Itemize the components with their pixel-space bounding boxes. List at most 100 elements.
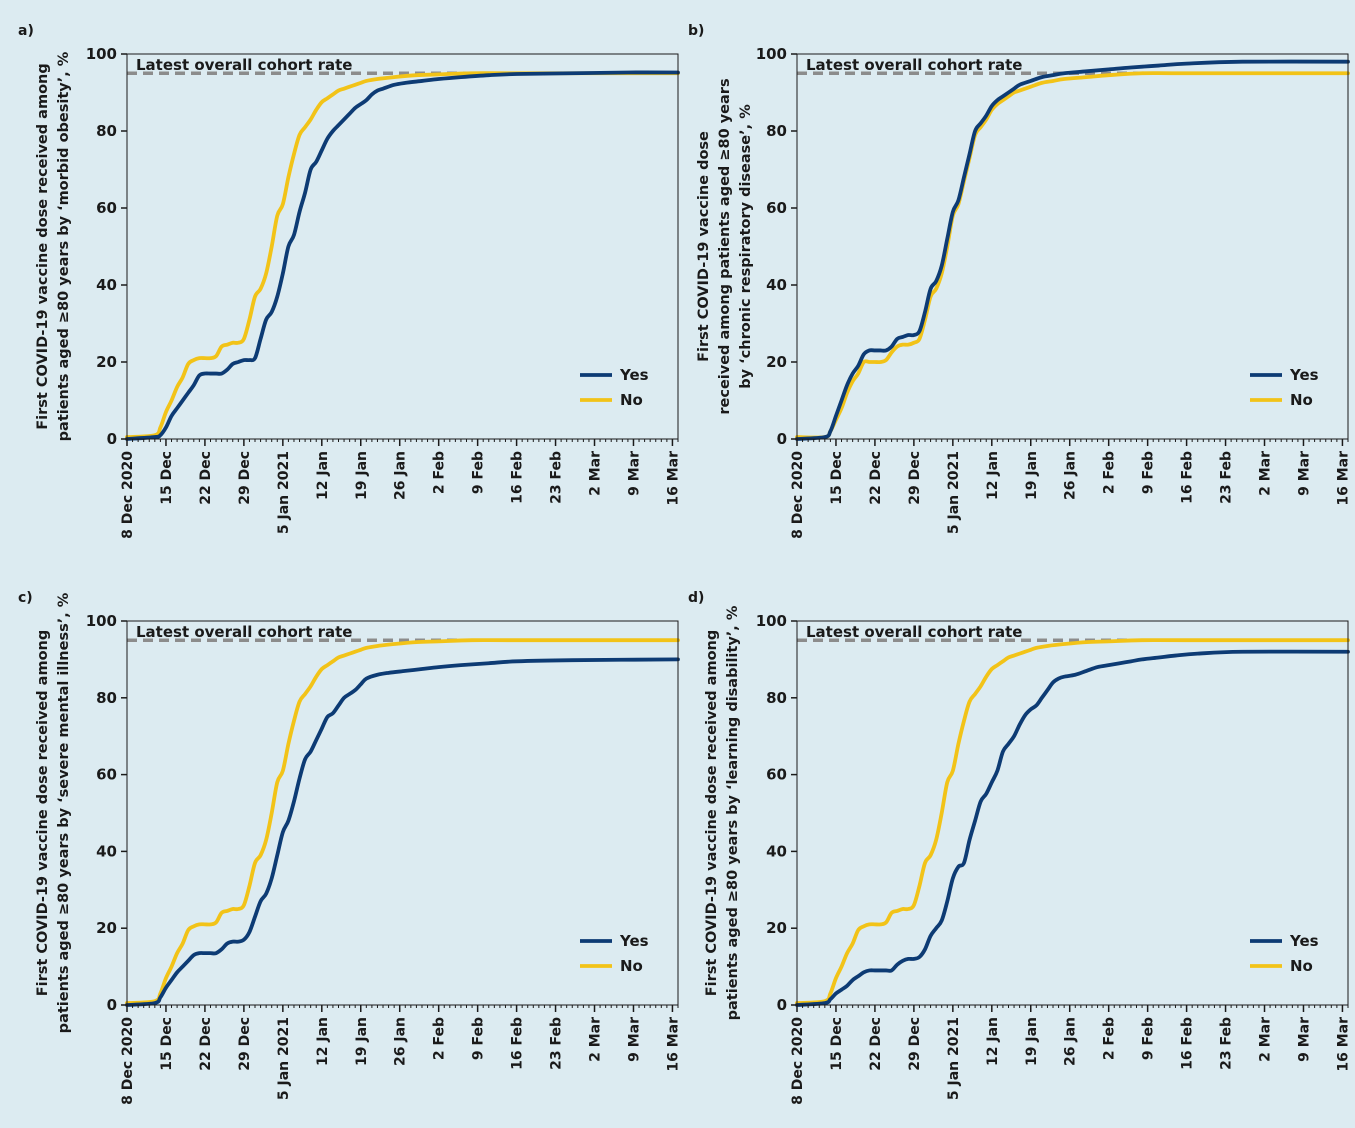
x-tick-label: 16 Mar: [665, 1017, 681, 1072]
x-tick-label: 5 Jan 2021: [946, 451, 962, 534]
y-tick-label: 0: [107, 996, 117, 1014]
x-tick-label: 23 Feb: [549, 451, 565, 504]
series-line-yes: [795, 59, 1350, 441]
y-tick-label: 20: [766, 919, 787, 937]
y-tick-label: 60: [96, 199, 117, 217]
x-tick-label: 22 Dec: [868, 1017, 884, 1071]
x-tick-label: 2 Mar: [1258, 1017, 1274, 1062]
y-tick-label: 100: [756, 612, 787, 630]
y-tick-label: 80: [766, 122, 787, 140]
y-tick-label: 20: [96, 919, 117, 937]
x-tick-label: 29 Dec: [237, 1017, 253, 1071]
reference-label: Latest overall cohort rate: [136, 56, 352, 74]
x-tick-label: 26 Jan: [393, 1017, 409, 1066]
series-line-no: [795, 638, 1350, 1005]
legend-label-no: No: [1290, 957, 1313, 975]
x-tick-label: 2 Mar: [588, 1017, 604, 1062]
x-tick-label: 12 Jan: [315, 451, 331, 500]
series-line-no: [125, 71, 680, 439]
x-tick-label: 9 Feb: [471, 1017, 487, 1060]
y-tick-label: 0: [777, 430, 787, 448]
y-axis-label: patients aged ≥80 years by ‘morbid obesi…: [56, 51, 72, 441]
x-tick-label: 9 Mar: [1296, 451, 1312, 496]
x-tick-label: 26 Jan: [1063, 451, 1079, 500]
panel-letter: c): [18, 590, 33, 606]
x-tick-label: 5 Jan 2021: [276, 451, 292, 534]
y-tick-label: 80: [766, 689, 787, 707]
x-tick-label: 16 Mar: [1335, 1017, 1351, 1072]
y-axis-label: patients aged ≥80 years by ‘severe menta…: [56, 592, 72, 1033]
y-tick-label: 40: [96, 842, 117, 860]
panel-letter: a): [18, 23, 34, 39]
y-axis-label: by ‘chronic respiratory disease’, %: [738, 104, 754, 389]
y-tick-label: 40: [96, 276, 117, 294]
x-tick-label: 22 Dec: [868, 451, 884, 505]
y-axis-label: First COVID-19 vaccine dose received amo…: [35, 630, 51, 997]
x-tick-label: 23 Feb: [1219, 451, 1235, 504]
y-tick-label: 100: [756, 45, 787, 63]
legend-label-yes: Yes: [619, 366, 649, 384]
y-tick-label: 0: [777, 996, 787, 1014]
plot-frame: [126, 53, 679, 440]
reference-label: Latest overall cohort rate: [806, 623, 1022, 641]
y-tick-label: 100: [86, 612, 117, 630]
x-tick-label: 8 Dec 2020: [120, 1017, 136, 1105]
y-axis-label: received among patients aged ≥80 years: [717, 78, 733, 414]
x-tick-label: 12 Jan: [985, 1017, 1001, 1066]
y-tick-label: 80: [96, 122, 117, 140]
y-axis-label: First COVID-19 vaccine dose received amo…: [35, 63, 51, 430]
x-tick-label: 26 Jan: [1063, 1017, 1079, 1066]
x-tick-label: 9 Mar: [1296, 1017, 1312, 1062]
x-tick-label: 12 Jan: [985, 451, 1001, 500]
y-axis-label: patients aged ≥80 years by ‘learning dis…: [725, 605, 741, 1020]
x-tick-label: 5 Jan 2021: [276, 1017, 292, 1100]
x-tick-label: 9 Mar: [626, 451, 642, 496]
x-tick-label: 19 Jan: [354, 1017, 370, 1066]
panel-letter: b): [688, 23, 704, 39]
x-tick-label: 9 Feb: [471, 451, 487, 494]
x-tick-label: 19 Jan: [1024, 451, 1040, 500]
legend-label-yes: Yes: [1289, 366, 1319, 384]
series-line-yes: [125, 70, 680, 441]
x-tick-label: 2 Mar: [1258, 451, 1274, 496]
x-tick-label: 8 Dec 2020: [790, 1017, 806, 1105]
y-tick-label: 80: [96, 689, 117, 707]
x-tick-label: 2 Feb: [432, 1017, 448, 1060]
reference-label: Latest overall cohort rate: [136, 623, 352, 641]
plot-frame: [126, 620, 679, 1006]
y-axis-label: First COVID-19 vaccine dose: [696, 131, 712, 362]
legend-label-yes: Yes: [1289, 932, 1319, 950]
x-tick-label: 15 Dec: [159, 451, 175, 505]
legend-label-no: No: [620, 957, 643, 975]
series-line-no: [125, 638, 680, 1005]
plot-frame: [796, 53, 1349, 440]
x-tick-label: 16 Feb: [1180, 1017, 1196, 1070]
y-tick-label: 60: [766, 199, 787, 217]
y-tick-label: 40: [766, 842, 787, 860]
x-tick-label: 2 Feb: [432, 451, 448, 494]
y-tick-label: 20: [766, 353, 787, 371]
y-tick-label: 60: [766, 766, 787, 784]
x-tick-label: 8 Dec 2020: [790, 451, 806, 539]
x-tick-label: 9 Feb: [1141, 451, 1157, 494]
x-tick-label: 29 Dec: [237, 451, 253, 505]
x-tick-label: 26 Jan: [393, 451, 409, 500]
x-tick-label: 19 Jan: [354, 451, 370, 500]
y-axis-label: First COVID-19 vaccine dose received amo…: [704, 630, 720, 997]
x-tick-label: 23 Feb: [549, 1017, 565, 1070]
x-tick-label: 15 Dec: [829, 451, 845, 505]
x-tick-label: 23 Feb: [1219, 1017, 1235, 1070]
x-tick-label: 16 Mar: [665, 451, 681, 506]
x-tick-label: 2 Feb: [1102, 1017, 1118, 1060]
x-tick-label: 29 Dec: [907, 1017, 923, 1071]
plot-frame: [796, 620, 1349, 1006]
x-tick-label: 16 Feb: [510, 1017, 526, 1070]
x-tick-label: 12 Jan: [315, 1017, 331, 1066]
x-tick-label: 8 Dec 2020: [120, 451, 136, 539]
x-tick-label: 2 Mar: [588, 451, 604, 496]
x-tick-label: 22 Dec: [198, 451, 214, 505]
x-tick-label: 5 Jan 2021: [946, 1017, 962, 1100]
